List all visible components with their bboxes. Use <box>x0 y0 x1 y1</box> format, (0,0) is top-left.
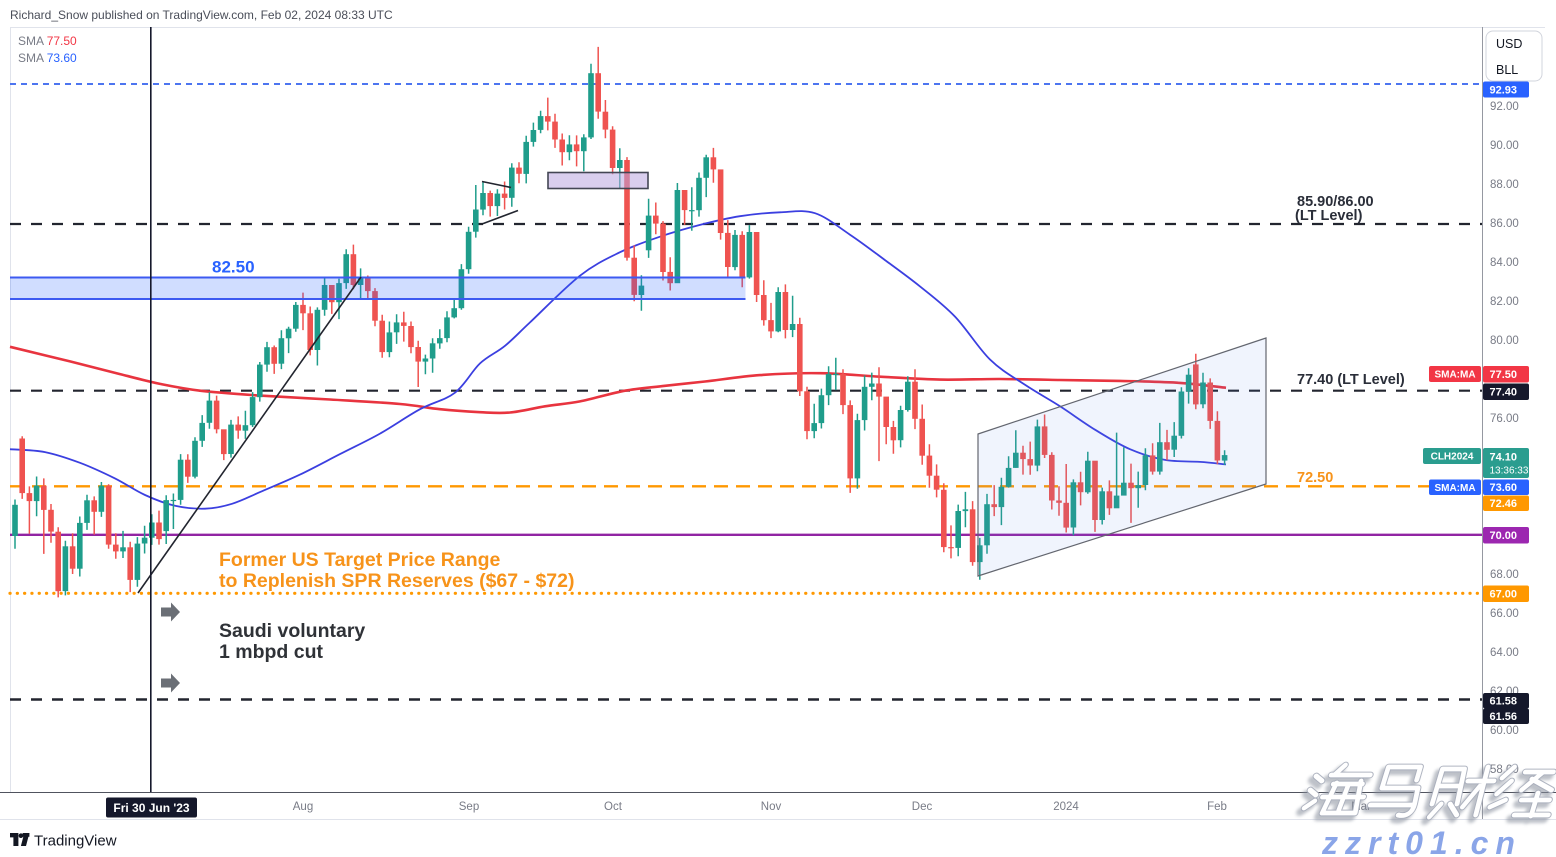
svg-text:73.60: 73.60 <box>1490 482 1518 494</box>
svg-text:TradingView: TradingView <box>34 833 117 850</box>
svg-text:SMA:MA: SMA:MA <box>1434 370 1475 381</box>
svg-text:60.00: 60.00 <box>1490 725 1519 737</box>
svg-text:72.50: 72.50 <box>1297 470 1333 486</box>
svg-text:Feb: Feb <box>1207 801 1227 813</box>
svg-text:Nov: Nov <box>761 801 782 813</box>
svg-text:74.10: 74.10 <box>1490 452 1518 464</box>
svg-text:66.00: 66.00 <box>1490 608 1519 620</box>
svg-text:64.00: 64.00 <box>1490 647 1519 659</box>
svg-text:90.00: 90.00 <box>1490 140 1519 152</box>
svg-text:Richard_Snow published on Trad: Richard_Snow published on TradingView.co… <box>10 8 393 22</box>
svg-text:61.56: 61.56 <box>1490 711 1518 723</box>
svg-text:1 mbpd cut: 1 mbpd cut <box>219 641 324 663</box>
svg-text:82.00: 82.00 <box>1490 296 1519 308</box>
svg-text:77.50: 77.50 <box>1490 369 1518 381</box>
svg-text:2024: 2024 <box>1053 801 1079 813</box>
svg-text:80.00: 80.00 <box>1490 335 1519 347</box>
svg-text:77.40: 77.40 <box>1490 387 1518 399</box>
svg-text:to Replenish SPR Reserves ($67: to Replenish SPR Reserves ($67 - $72) <box>219 570 575 592</box>
svg-text:77.40 (LT Level): 77.40 (LT Level) <box>1297 372 1405 388</box>
svg-text:85.90/86.00: 85.90/86.00 <box>1297 194 1374 210</box>
svg-text:Dec: Dec <box>912 801 933 813</box>
svg-text:Fri 30 Jun '23: Fri 30 Jun '23 <box>113 801 190 815</box>
svg-text:Saudi voluntary: Saudi voluntary <box>219 620 365 642</box>
svg-text:zzrt01.cn: zzrt01.cn <box>1321 825 1522 857</box>
svg-text:BLL: BLL <box>1496 63 1518 77</box>
svg-text:70.00: 70.00 <box>1490 530 1518 542</box>
svg-text:88.00: 88.00 <box>1490 179 1519 191</box>
svg-text:92.93: 92.93 <box>1490 85 1518 97</box>
svg-text:67.00: 67.00 <box>1490 589 1518 601</box>
svg-text:84.00: 84.00 <box>1490 257 1519 269</box>
svg-text:Former US Target Price Range: Former US Target Price Range <box>219 549 501 571</box>
svg-text:SMA 77.50: SMA 77.50 <box>18 34 77 48</box>
svg-text:61.58: 61.58 <box>1490 696 1518 708</box>
svg-text:SMA:MA: SMA:MA <box>1434 483 1475 494</box>
svg-text:USD: USD <box>1496 37 1522 51</box>
svg-text:68.00: 68.00 <box>1490 569 1519 581</box>
svg-text:82.50: 82.50 <box>212 258 255 277</box>
svg-text:Aug: Aug <box>293 801 313 813</box>
svg-text:Sep: Sep <box>459 801 479 813</box>
svg-text:92.00: 92.00 <box>1490 101 1519 113</box>
svg-text:76.00: 76.00 <box>1490 413 1519 425</box>
svg-text:13:36:33: 13:36:33 <box>1490 466 1529 477</box>
svg-text:(LT Level): (LT Level) <box>1295 208 1363 224</box>
svg-text:72.46: 72.46 <box>1490 498 1518 510</box>
svg-text:86.00: 86.00 <box>1490 218 1519 230</box>
svg-text:CLH2024: CLH2024 <box>1431 452 1474 463</box>
svg-text:Oct: Oct <box>604 801 623 813</box>
svg-text:SMA 73.60: SMA 73.60 <box>18 51 77 65</box>
